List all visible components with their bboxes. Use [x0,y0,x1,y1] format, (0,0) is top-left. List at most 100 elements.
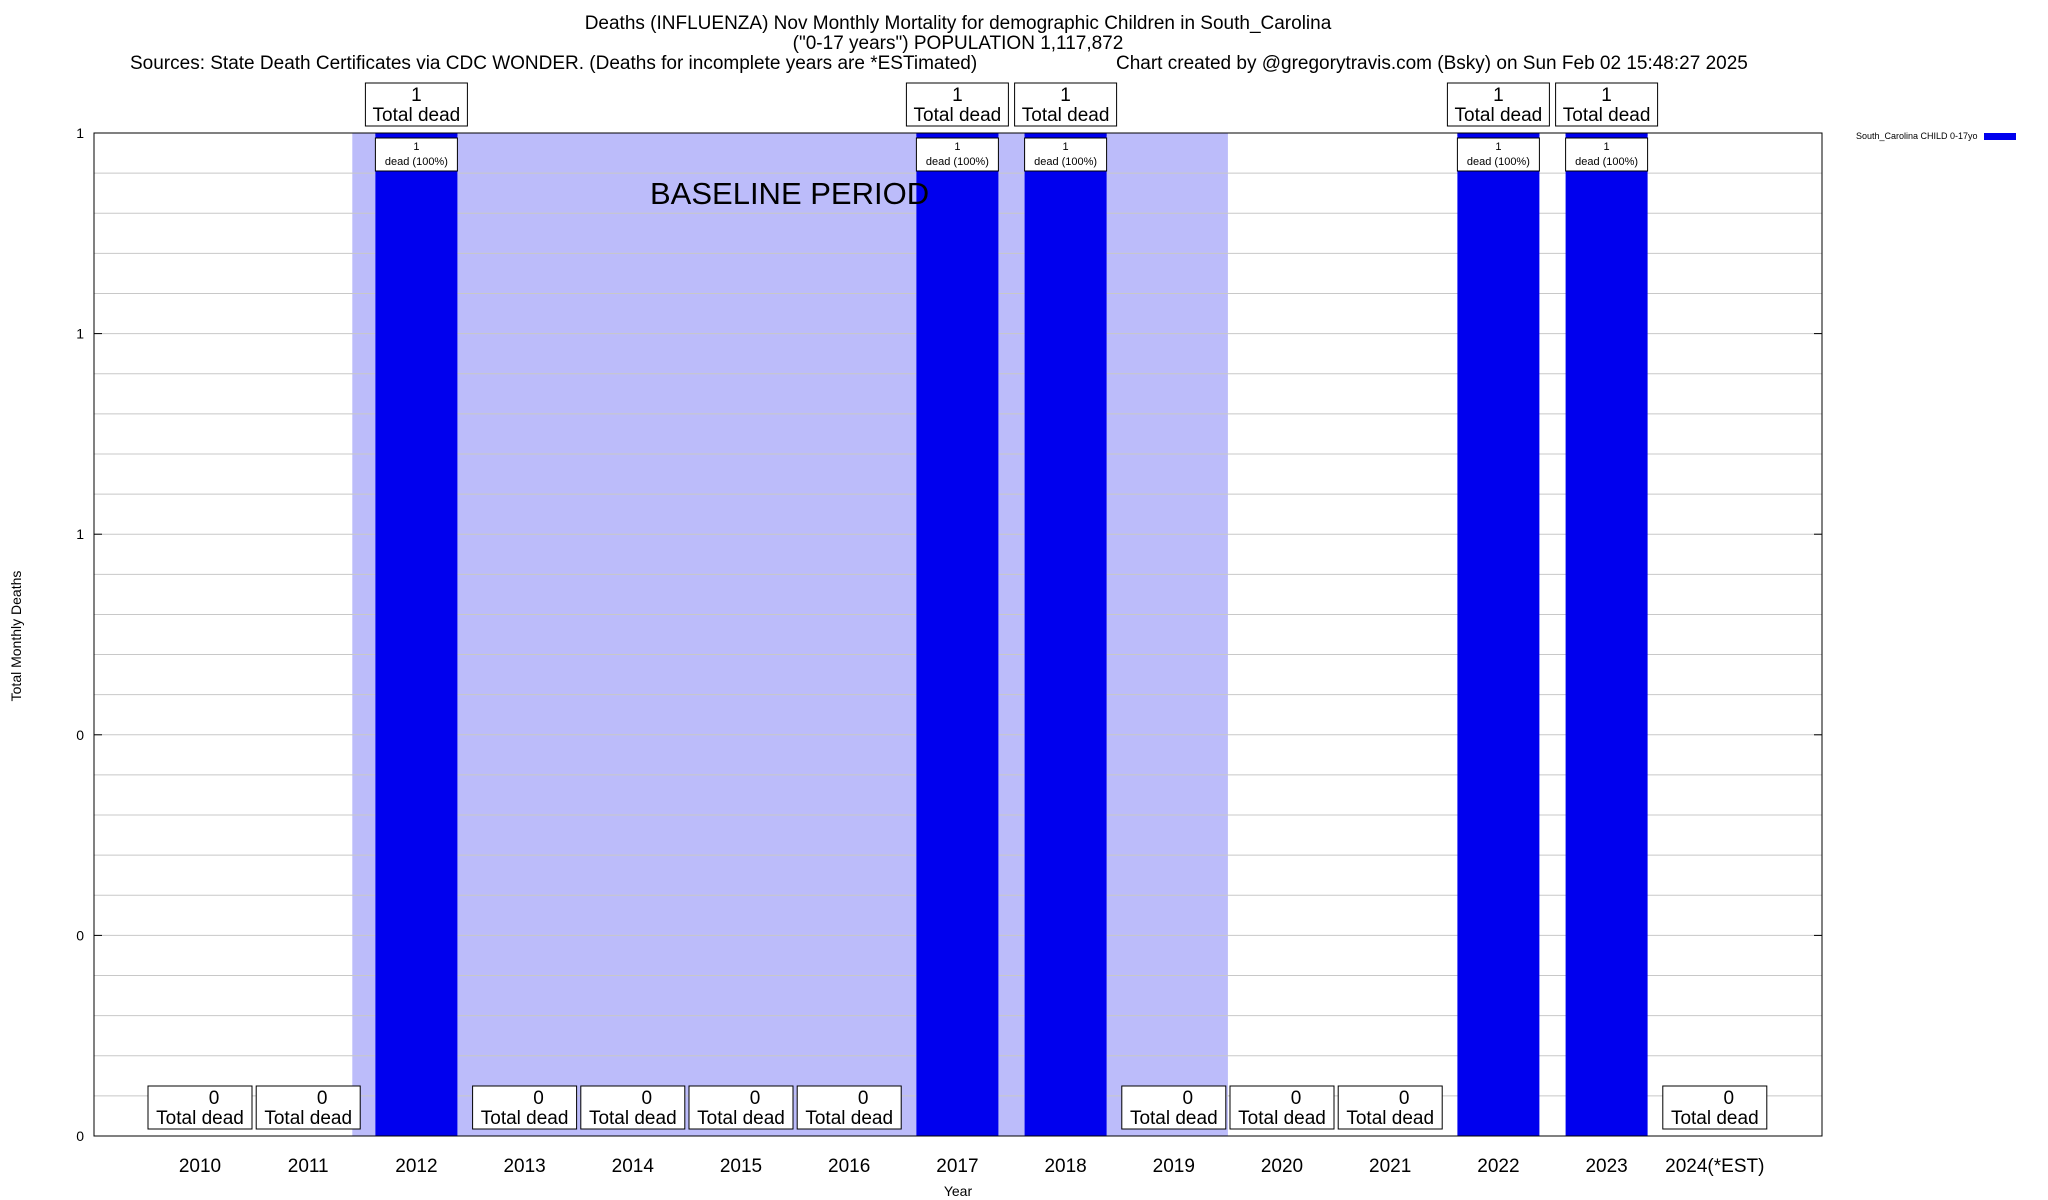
y-tick-label: 0 [76,927,84,943]
y-tick-label: 0 [76,727,84,743]
total-label-text: Total dead [697,1108,785,1129]
total-label-box [364,82,468,127]
bar-label-value: 1 [413,141,419,153]
bar-label-box [374,137,458,172]
total-label-value: 0 [642,1088,653,1109]
bar-top [1565,133,1648,136]
total-label-text: Total dead [805,1108,893,1129]
bar-top [1457,133,1540,136]
bar-label-value: 1 [1495,141,1501,153]
x-tick-label: 2024(*EST) [1665,1156,1764,1177]
bar-label-text: dead (100%) [1575,156,1638,168]
x-axis-title: Year [944,1183,973,1199]
total-label-value: 0 [533,1088,544,1109]
legend: South_Carolina CHILD 0-17yo [1856,131,2016,141]
total-label-value: 0 [858,1088,869,1109]
bar-top [375,133,458,136]
x-tick-label: 2013 [503,1156,545,1177]
total-label-value: 1 [1493,85,1504,106]
bar [1024,133,1107,1136]
total-label-text: Total dead [589,1108,677,1129]
x-tick-label: 2020 [1261,1156,1303,1177]
total-label-box [580,1085,686,1130]
bar-label-value: 1 [1063,141,1069,153]
x-tick-label: 2017 [936,1156,978,1177]
total-label-box [1229,1085,1335,1130]
x-tick-label: 2022 [1477,1156,1519,1177]
total-label-text: Total dead [1671,1108,1759,1129]
chart-title: Deaths (INFLUENZA) Nov Monthly Mortality… [584,13,1332,34]
total-label-box [472,1085,578,1130]
x-tick-label: 2016 [828,1156,870,1177]
total-label-text: Total dead [264,1108,352,1129]
x-tick-label: 2018 [1044,1156,1086,1177]
x-tick-label: 2019 [1153,1156,1195,1177]
bar-top [1024,133,1107,136]
total-label-box [1014,82,1118,127]
y-tick-label: 1 [76,526,84,542]
chart-sources: Sources: State Death Certificates via CD… [130,53,978,74]
total-label-box [1555,82,1659,127]
total-label-value: 0 [1183,1088,1194,1109]
x-tick-label: 2023 [1585,1156,1627,1177]
bar-label-text: dead (100%) [385,156,448,168]
total-label-value: 1 [1601,85,1612,106]
total-label-box [688,1085,794,1130]
total-label-value: 0 [209,1088,220,1109]
total-label-text: Total dead [1455,105,1543,126]
legend-label: South_Carolina CHILD 0-17yo [1856,131,1978,141]
total-label-text: Total dead [1238,1108,1326,1129]
chart-subtitle: ("0-17 years") POPULATION 1,117,872 [792,33,1124,54]
bar-label-box [915,137,999,172]
bar [375,133,458,1136]
total-label-box [1121,1085,1227,1130]
bar-label-text: dead (100%) [926,156,989,168]
total-label-text: Total dead [1563,105,1651,126]
total-label-value: 1 [952,85,963,106]
total-label-box [905,82,1009,127]
chart-credit: Chart created by @gregorytravis.com (Bsk… [1116,53,1748,74]
total-label-box [1446,82,1550,127]
total-label-value: 0 [750,1088,761,1109]
total-label-value: 0 [1399,1088,1410,1109]
total-label-value: 1 [1060,85,1071,106]
x-tick-label: 2021 [1369,1156,1411,1177]
total-label-box [796,1085,902,1130]
total-label-box [255,1085,361,1130]
x-tick-label: 2015 [720,1156,762,1177]
plot-border [93,132,1823,1137]
x-tick-label: 2011 [288,1156,329,1177]
bar-top [916,133,999,136]
total-label-value: 0 [1724,1088,1735,1109]
total-label-box [1662,1085,1768,1130]
legend-swatch [1983,132,2016,140]
bar-label-value: 1 [954,141,960,153]
total-label-value: 0 [317,1088,328,1109]
bar-label-box [1024,137,1108,172]
x-tick-label: 2010 [179,1156,221,1177]
y-tick-label: 1 [76,125,84,141]
y-axis-title: Total Monthly Deaths [8,571,24,702]
total-label-text: Total dead [481,1108,569,1129]
bar-label-value: 1 [1604,141,1610,153]
bar-label-box [1456,137,1540,172]
total-label-value: 1 [411,85,422,106]
total-label-value: 0 [1291,1088,1302,1109]
total-label-box [1337,1085,1443,1130]
y-tick-label: 1 [76,326,84,342]
total-label-text: Total dead [1022,105,1110,126]
bar-label-text: dead (100%) [1034,156,1097,168]
total-label-text: Total dead [1346,1108,1434,1129]
total-label-text: Total dead [1130,1108,1218,1129]
bar-label-text: dead (100%) [1467,156,1530,168]
total-label-text: Total dead [373,105,461,126]
total-label-box [147,1085,253,1130]
bar [916,133,999,1136]
bar [1565,133,1648,1136]
y-tick-label: 0 [76,1128,84,1144]
total-label-text: Total dead [914,105,1002,126]
x-tick-label: 2014 [612,1156,655,1177]
bar [1457,133,1540,1136]
baseline-period-label: BASELINE PERIOD [650,176,929,211]
